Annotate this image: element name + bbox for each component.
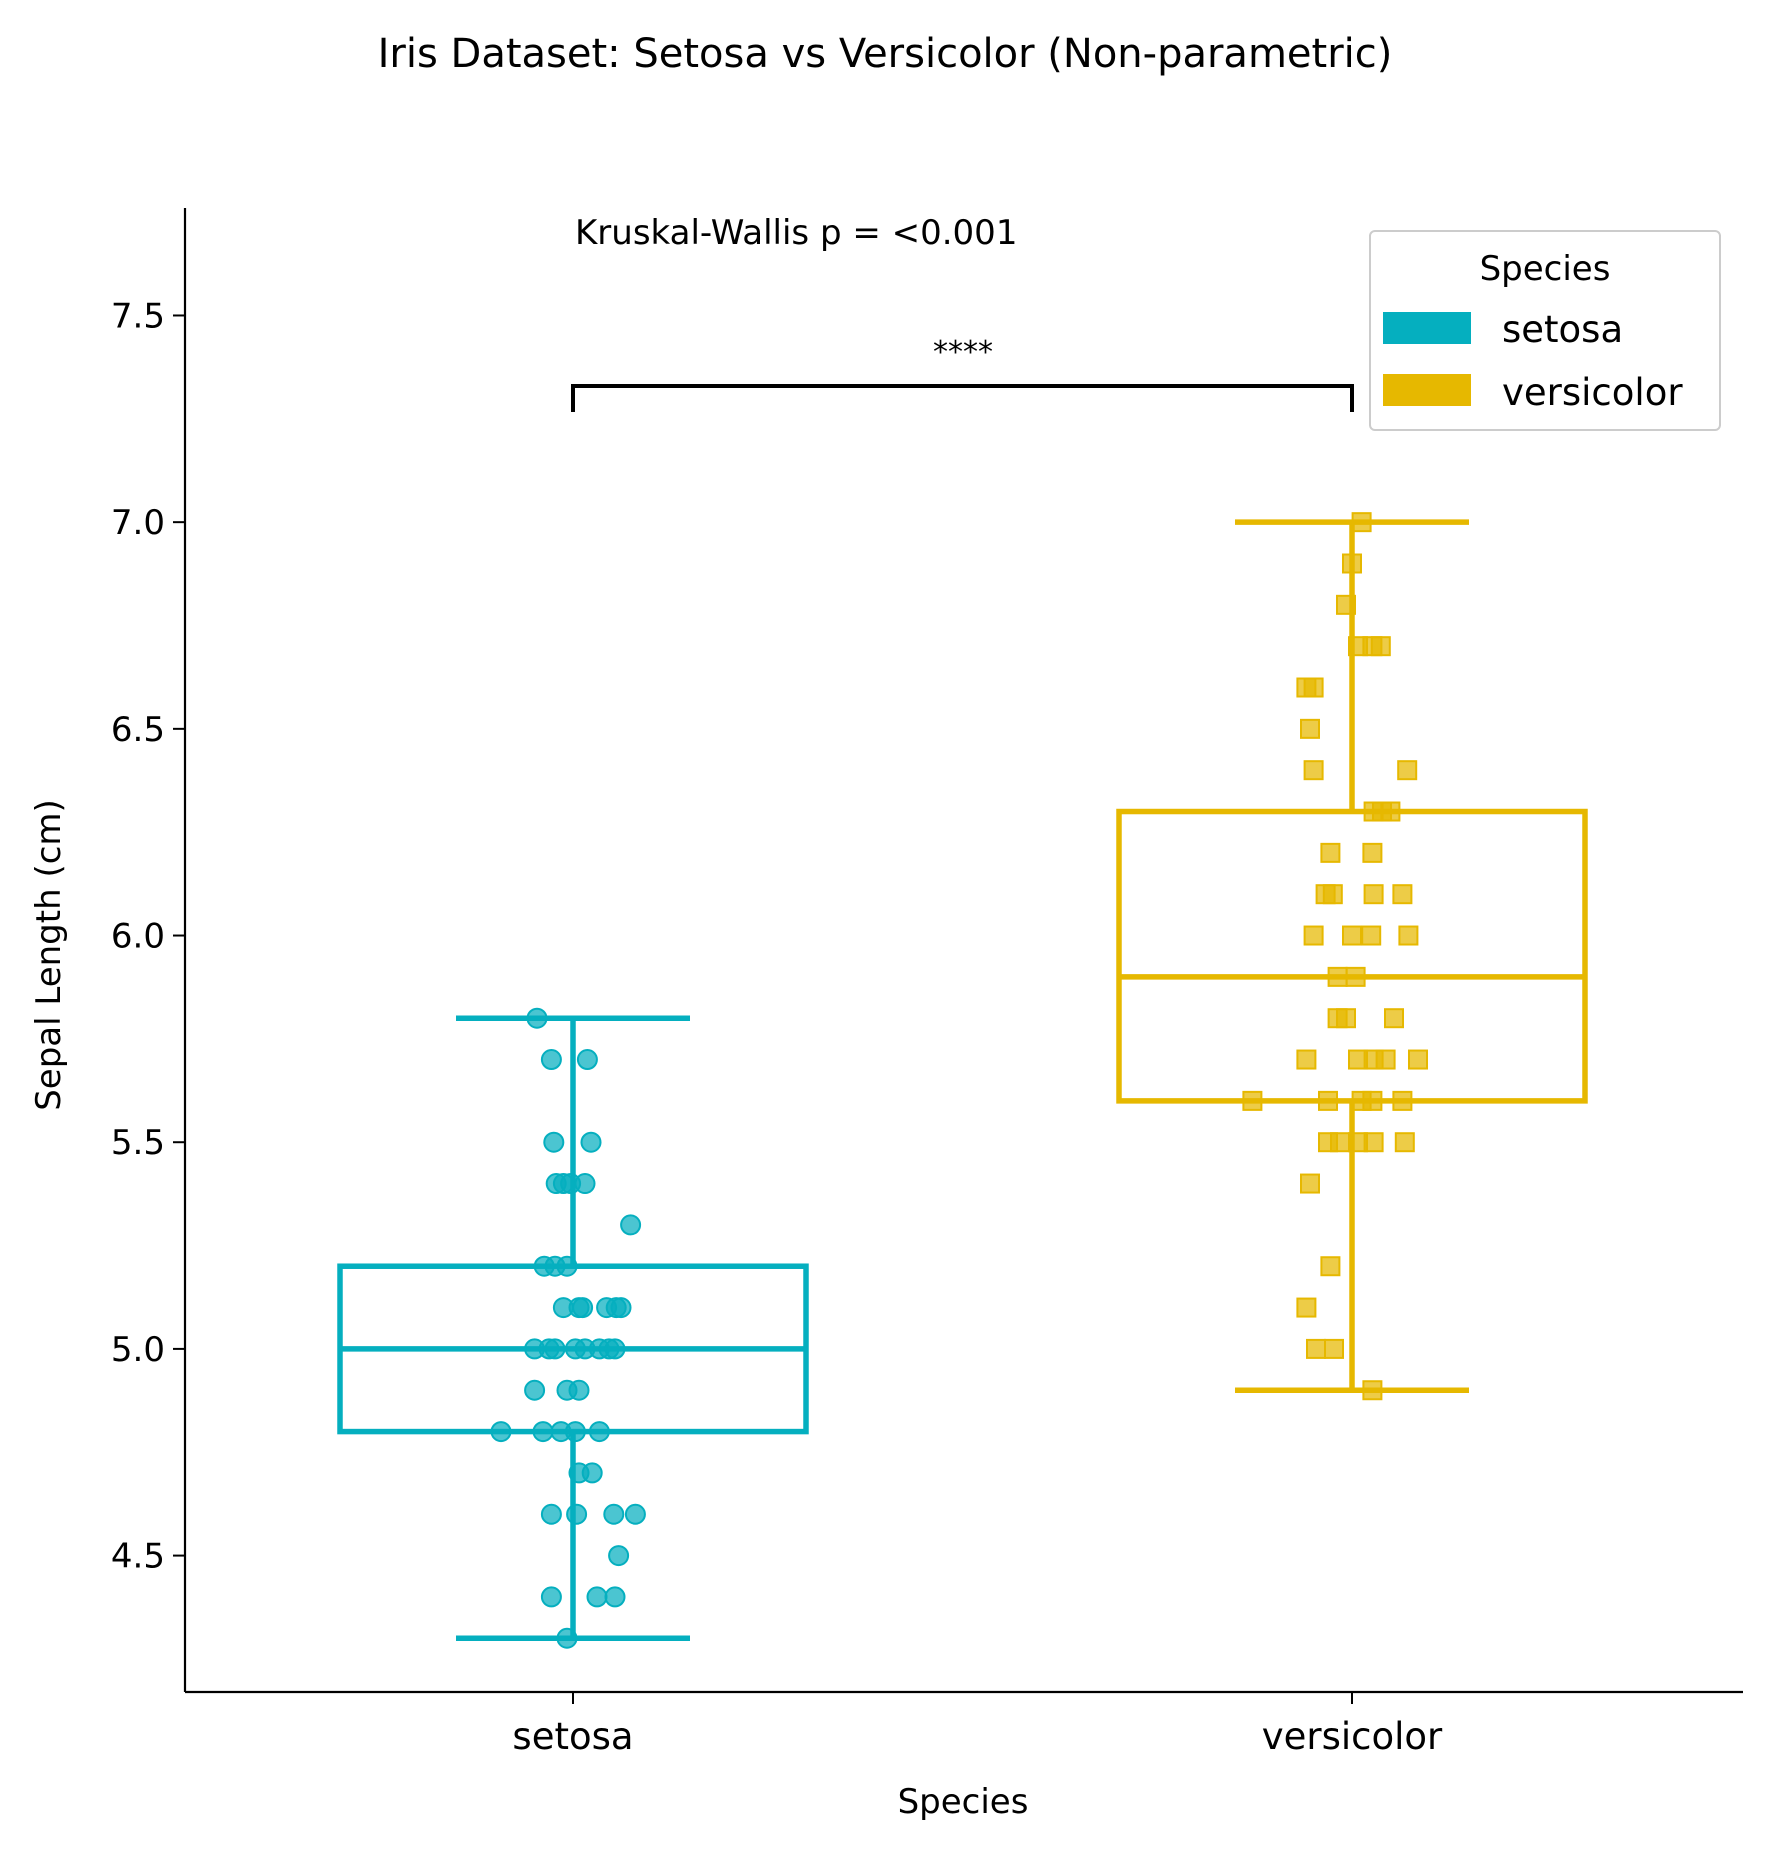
bracket-line (571, 384, 1354, 412)
y-tick-label: 7.5 (111, 296, 165, 336)
data-point (1303, 677, 1324, 698)
legend-swatch-setosa (1383, 312, 1471, 344)
data-point (1361, 925, 1382, 946)
y-axis-label: Sepal Length (cm) (29, 799, 69, 1111)
x-axis-ticks: setosa versicolor (512, 1692, 1443, 1758)
x-axis-label: Species (898, 1782, 1029, 1822)
data-point (588, 1421, 610, 1443)
data-points (490, 512, 1428, 1649)
data-point (620, 1214, 642, 1236)
data-point (603, 1503, 625, 1525)
data-point (544, 1338, 566, 1360)
points-versicolor (1242, 512, 1428, 1401)
significance-stars: **** (933, 335, 993, 370)
legend: Species setosa versicolor (1369, 230, 1721, 431)
data-point (1242, 1090, 1263, 1111)
data-point (624, 1503, 646, 1525)
legend-swatch-versicolor (1383, 374, 1471, 406)
data-point (1394, 1132, 1415, 1153)
legend-label-setosa: setosa (1502, 308, 1623, 351)
data-point (556, 1255, 578, 1277)
data-point (604, 1586, 626, 1608)
box-plot-setosa (337, 1015, 809, 1642)
data-point (524, 1379, 546, 1401)
data-point (1318, 1090, 1338, 1111)
data-point (1320, 1256, 1341, 1277)
data-point (1336, 594, 1356, 615)
data-point (1363, 1132, 1384, 1153)
data-point (564, 1421, 586, 1443)
data-point (1327, 966, 1348, 987)
points-setosa (490, 1007, 646, 1649)
data-point (1322, 884, 1343, 905)
y-tick-label: 4.5 (111, 1537, 165, 1577)
data-point (1342, 553, 1362, 574)
data-point (1370, 636, 1391, 657)
data-point (604, 1338, 626, 1360)
data-point (1363, 884, 1384, 905)
y-tick-label: 7.0 (111, 503, 165, 543)
data-point (572, 1297, 594, 1319)
y-tick-label: 5.5 (111, 1123, 165, 1163)
data-point (1362, 1380, 1383, 1401)
x-tick-label: setosa (512, 1715, 633, 1758)
data-point (576, 1049, 598, 1071)
legend-label-versicolor: versicolor (1502, 371, 1683, 414)
data-point (1397, 760, 1418, 781)
data-point (1362, 842, 1383, 863)
significance-bracket (571, 384, 1354, 412)
data-point (1392, 884, 1413, 905)
data-point (1398, 925, 1419, 946)
data-point (1303, 925, 1324, 946)
axes (183, 208, 1743, 1694)
data-point (1351, 512, 1372, 533)
data-point (608, 1545, 630, 1567)
data-point (581, 1462, 603, 1484)
data-point (586, 1586, 608, 1608)
data-point (1408, 1049, 1428, 1070)
x-tick-label: versicolor (1262, 1715, 1443, 1758)
legend-title: Species (1480, 249, 1611, 289)
data-point (1324, 1338, 1344, 1359)
data-point (1342, 925, 1362, 946)
kruskal-wallis-annotation: Kruskal-Wallis p = <0.001 (575, 213, 1017, 253)
data-point (580, 1131, 602, 1153)
data-point (1296, 1049, 1317, 1070)
data-point (1320, 842, 1341, 863)
data-point (1336, 1008, 1356, 1029)
data-point (556, 1627, 578, 1649)
data-point (610, 1297, 632, 1319)
data-point (1380, 801, 1401, 822)
y-tick-label: 5.0 (111, 1330, 165, 1370)
y-tick-label: 6.0 (111, 917, 165, 957)
data-point (1345, 966, 1366, 987)
data-point (490, 1421, 512, 1443)
chart-title: Iris Dataset: Setosa vs Versicolor (Non-… (378, 31, 1393, 77)
data-point (540, 1503, 562, 1525)
data-point (574, 1173, 596, 1195)
data-point (1384, 1008, 1404, 1029)
data-point (543, 1131, 565, 1153)
data-point (1306, 1338, 1326, 1359)
data-point (1296, 1297, 1317, 1318)
data-point (566, 1503, 588, 1525)
data-point (540, 1586, 562, 1608)
data-point (526, 1007, 548, 1029)
data-point (1303, 760, 1324, 781)
data-point (540, 1049, 562, 1071)
y-tick-label: 6.5 (111, 710, 165, 750)
data-point (532, 1421, 554, 1443)
data-point (1392, 1090, 1413, 1111)
y-axis-ticks: 4.5 5.0 5.5 6.0 6.5 7.0 7.5 (111, 296, 185, 1577)
data-point (1330, 1132, 1350, 1153)
data-point (1300, 1173, 1320, 1194)
data-point (1300, 718, 1320, 739)
data-point (1362, 1090, 1383, 1111)
data-point (568, 1379, 590, 1401)
data-point (1375, 1049, 1396, 1070)
box-plots (337, 519, 1588, 1642)
